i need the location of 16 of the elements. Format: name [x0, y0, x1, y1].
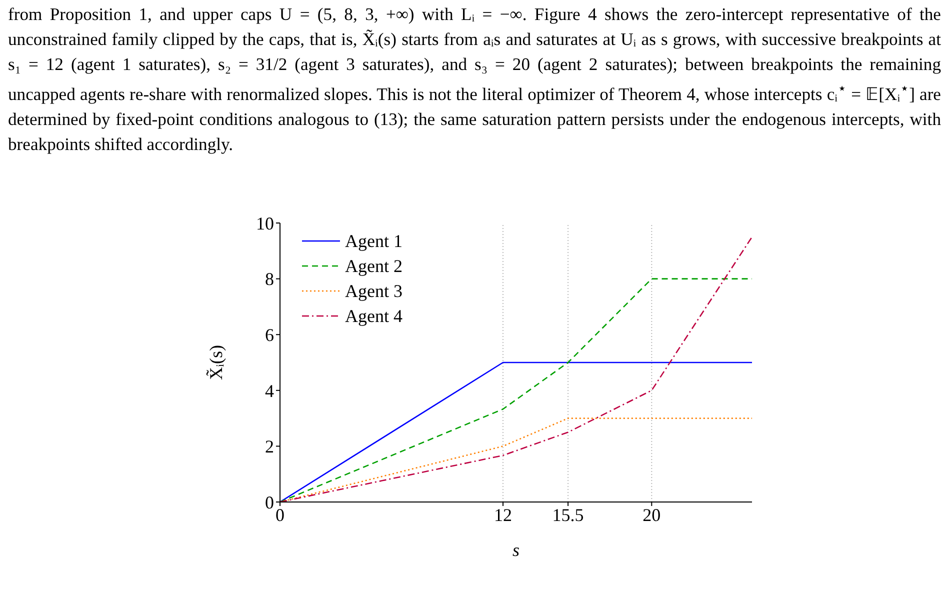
x-tick-label: 20 [642, 504, 661, 525]
legend-label: Agent 4 [345, 306, 402, 327]
y-tick-label: 10 [256, 213, 274, 234]
legend-label: Agent 2 [345, 256, 402, 277]
x-axis-title: s [512, 540, 520, 560]
y-tick-label: 4 [265, 380, 274, 401]
y-tick-label: 2 [265, 436, 274, 456]
y-tick-label: 6 [265, 324, 274, 345]
legend-label: Agent 1 [345, 230, 402, 252]
y-tick-label: 8 [265, 269, 274, 290]
legend-label: Agent 3 [345, 280, 402, 302]
y-tick-label: 0 [265, 492, 274, 512]
x-tick-label: 15.5 [552, 504, 584, 525]
y-axis-title: X̃ᵢ(s) [205, 344, 226, 380]
x-tick-label: 12 [494, 504, 512, 525]
text: from Proposition 1, and upper caps U = (5, 8, 3, +∞) with Lᵢ = −∞. Figure 4 shows the zero-intercept representative of the unconstrained family clipped by the caps, that is, X̃ᵢ(s) starts from aᵢs and saturates at Uᵢ as s grows, with successive breakpoints at s₁ = 12 (agent 1 saturates), s₂ = 31/2 (agent 3 saturates), and s₃ = 20 (agent 2 saturates); between breakpoints the remaining uncapped agents re-share with renormalized slopes. This is not the literal optimizer of Theorem 4, whose intercepts cᵢ$^{⋆}$ = 𝔼[Xᵢ$^{⋆}$] are determined by fixed-point conditions analogous to (13); the same saturation pattern persists under the endogenous intercepts, with breakpoints shifted accordingly. [8, 4, 941, 154]
